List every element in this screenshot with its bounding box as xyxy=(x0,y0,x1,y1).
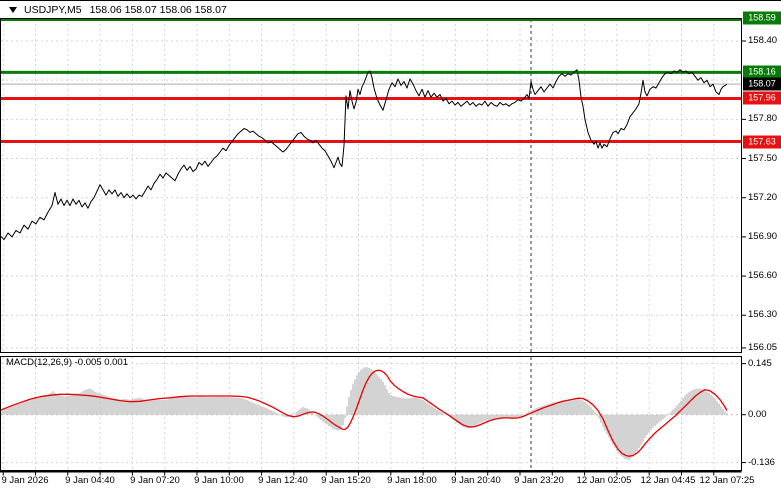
chart-header: USDJPY,M5 158.06 158.07 158.06 158.07 xyxy=(0,1,227,18)
price-scale-label: 157.20 xyxy=(748,191,778,203)
time-axis-label: 12 Jan 02:05 xyxy=(576,475,632,486)
price-badge-green: 158.16 xyxy=(743,65,781,79)
price-badge-green: 158.59 xyxy=(743,11,781,25)
time-axis-label: 9 Jan 20:40 xyxy=(451,475,501,486)
price-badge-red: 157.63 xyxy=(743,135,781,149)
time-axis-label: 9 Jan 07:20 xyxy=(130,475,180,486)
symbol-timeframe-label: USDJPY,M5 xyxy=(24,3,82,16)
time-axis-label: 9 Jan 10:00 xyxy=(194,475,244,486)
time-axis-label: 9 Jan 18:00 xyxy=(387,475,437,486)
time-axis-label: 9 Jan 2026 xyxy=(1,475,49,486)
price-badge-red: 157.96 xyxy=(743,91,781,105)
macd-scale-label: -0.136 xyxy=(748,456,775,468)
time-axis-label: 12 Jan 04:45 xyxy=(640,475,696,486)
price-scale-label: 157.80 xyxy=(748,113,778,125)
macd-indicator-label: MACD(12,26,9) -0.005 0.001 xyxy=(6,357,128,368)
macd-scale-label: 0.00 xyxy=(748,408,767,420)
macd-scale-label: 0.145 xyxy=(748,357,772,369)
time-axis-label: 9 Jan 15:20 xyxy=(321,475,371,486)
time-axis-label: 12 Jan 07:25 xyxy=(699,475,755,486)
time-axis-label: 9 Jan 12:40 xyxy=(258,475,308,486)
price-scale-label: 157.50 xyxy=(748,152,778,164)
price-scale-label: 158.40 xyxy=(748,35,778,46)
price-scale-label: 156.30 xyxy=(748,309,778,321)
quotes-dropdown-icon[interactable] xyxy=(9,6,17,13)
time-axis-label: 9 Jan 04:40 xyxy=(65,475,115,486)
price-scale-label: 156.60 xyxy=(748,270,778,282)
time-axis-label: 9 Jan 23:20 xyxy=(514,475,564,486)
price-scale-label: 156.05 xyxy=(748,341,778,353)
price-badge-black: 158.07 xyxy=(743,77,781,91)
ohlc-quotes-label: 158.06 158.07 158.06 158.07 xyxy=(89,3,227,16)
price-scale-label: 156.90 xyxy=(748,230,778,242)
